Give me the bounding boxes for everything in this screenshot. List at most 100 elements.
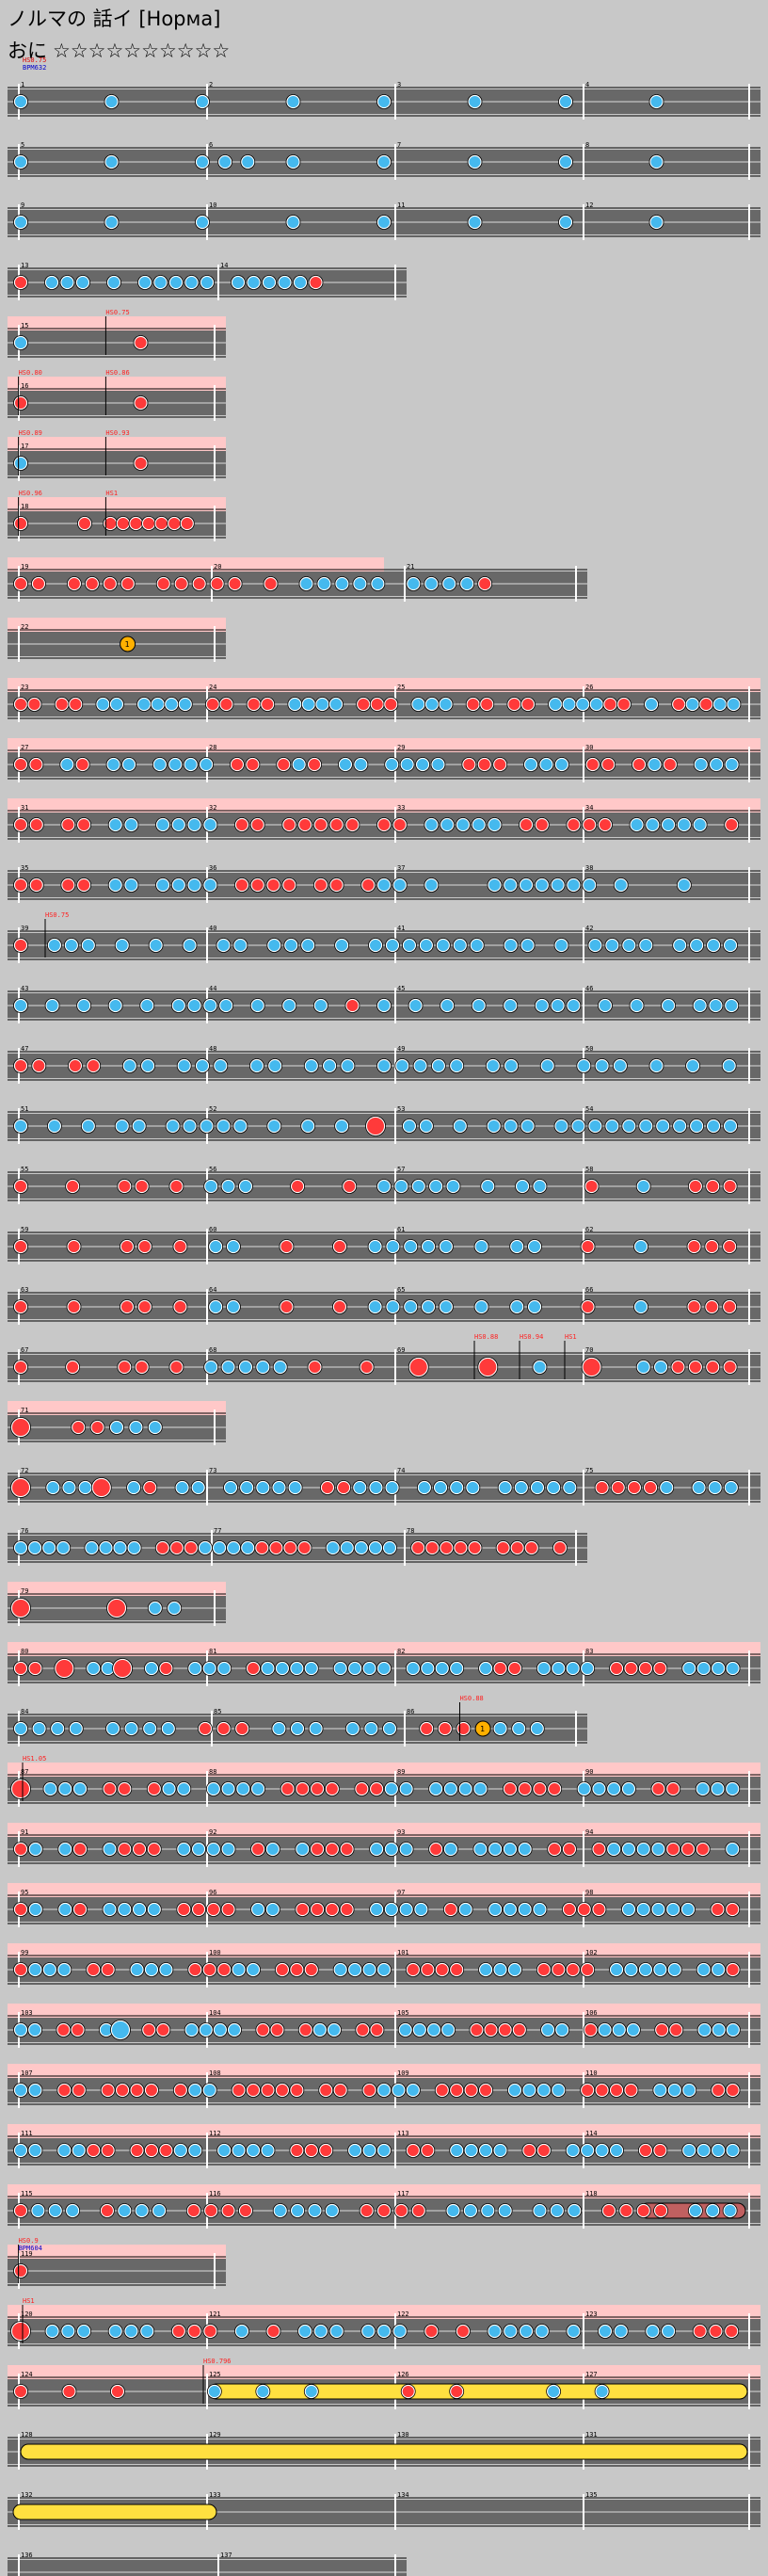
- ka-note: [475, 1241, 488, 1252]
- ka-note: [141, 2326, 153, 2337]
- scroll-speed-label: HS0.75: [23, 56, 47, 64]
- ka-note: [77, 277, 88, 288]
- ka-note: [560, 96, 571, 107]
- don-note: [346, 1000, 359, 1011]
- ka-note: [384, 1542, 395, 1554]
- ka-note: [178, 1783, 190, 1795]
- ka-note: [425, 699, 438, 710]
- measure-number: 91: [21, 1828, 28, 1836]
- scroll-annotation: HS0.75: [45, 911, 69, 919]
- ka-note: [370, 1482, 382, 1493]
- ka-note: [444, 1783, 456, 1795]
- ka-note: [62, 2326, 74, 2337]
- don-note: [69, 1060, 81, 1071]
- don-note: [168, 518, 181, 529]
- ka-note: [627, 2024, 639, 2036]
- ka-note: [313, 2024, 326, 2036]
- don-note: [599, 819, 611, 830]
- ka-note: [274, 2205, 286, 2216]
- ka-note: [110, 699, 122, 710]
- ka-note: [407, 2085, 419, 2096]
- ka-note: [414, 1060, 426, 1071]
- ka-note: [369, 1241, 381, 1252]
- don-note: [625, 2085, 637, 2096]
- don-note: [235, 819, 248, 830]
- ka-note: [599, 2024, 611, 2036]
- ka-note: [227, 1241, 239, 1252]
- ka-note: [371, 1843, 383, 1855]
- don-note: [135, 397, 147, 409]
- measure-number: 31: [21, 804, 28, 812]
- don-note: [602, 2205, 615, 2216]
- ka-note: [451, 1482, 463, 1493]
- ka-note: [74, 1783, 87, 1795]
- ka-note: [663, 819, 675, 830]
- ka-note: [482, 1181, 494, 1192]
- scroll-annotation: HS0.9: [19, 2237, 39, 2245]
- measure-number: 76: [21, 1527, 28, 1535]
- don-note: [333, 1241, 345, 1252]
- measure-number: 11: [397, 201, 405, 209]
- ka-note: [582, 1663, 594, 1674]
- measure-number: 111: [21, 2130, 33, 2137]
- measure-number: 134: [397, 2491, 409, 2499]
- ka-note: [413, 2024, 425, 2036]
- ka-note: [268, 940, 280, 951]
- don-note: [360, 1361, 373, 1373]
- ka-note: [454, 1120, 466, 1132]
- don-note: [79, 518, 90, 529]
- don-note: [257, 2024, 269, 2036]
- don-note: [363, 2085, 376, 2096]
- ka-note: [43, 1964, 56, 1975]
- measure-number: 49: [397, 1045, 405, 1053]
- ka-note: [192, 1482, 204, 1493]
- ka-note: [650, 1060, 663, 1071]
- ka-note: [203, 2085, 216, 2096]
- don-note: [523, 2145, 536, 2156]
- ka-note: [111, 2021, 129, 2038]
- ka-note: [100, 2024, 112, 2036]
- measure-number: 24: [209, 684, 216, 691]
- measure-number: 19: [21, 563, 28, 571]
- ka-note: [386, 1482, 398, 1493]
- ka-note: [378, 156, 390, 168]
- ka-note: [279, 277, 291, 288]
- measure-number: 78: [407, 1527, 414, 1535]
- don-note: [425, 2326, 438, 2337]
- don-note: [673, 699, 685, 710]
- don-note: [367, 1118, 385, 1135]
- don-note: [681, 1843, 694, 1855]
- ka-note: [523, 2085, 536, 2096]
- don-note: [131, 2085, 143, 2096]
- ka-note: [536, 1000, 548, 1011]
- ka-note: [447, 1181, 459, 1192]
- ka-note: [709, 1482, 721, 1493]
- ka-note: [178, 1060, 190, 1071]
- ka-note: [125, 879, 137, 891]
- measure-number: 33: [397, 804, 405, 812]
- don-note: [378, 819, 390, 830]
- ka-note: [157, 879, 169, 891]
- ka-note: [15, 2085, 26, 2096]
- measure-number: 26: [585, 684, 593, 691]
- ka-note: [128, 1482, 140, 1493]
- don-note: [330, 819, 343, 830]
- ka-note: [188, 1000, 200, 1011]
- don-note: [143, 518, 154, 529]
- ka-note: [200, 1120, 213, 1132]
- ka-note: [435, 1482, 447, 1493]
- ka-note: [622, 1904, 634, 1915]
- don-note: [104, 1783, 116, 1795]
- don-note: [371, 1783, 383, 1795]
- ka-note: [534, 1904, 546, 1915]
- don-note: [444, 1904, 456, 1915]
- ka-note: [542, 2024, 554, 2036]
- ka-note: [153, 759, 166, 770]
- measure-number: 123: [585, 2310, 598, 2318]
- don-note: [86, 578, 98, 589]
- don-note: [611, 1663, 623, 1674]
- measure-number: 16: [21, 382, 28, 390]
- don-note: [549, 1843, 561, 1855]
- ka-note: [568, 1000, 580, 1011]
